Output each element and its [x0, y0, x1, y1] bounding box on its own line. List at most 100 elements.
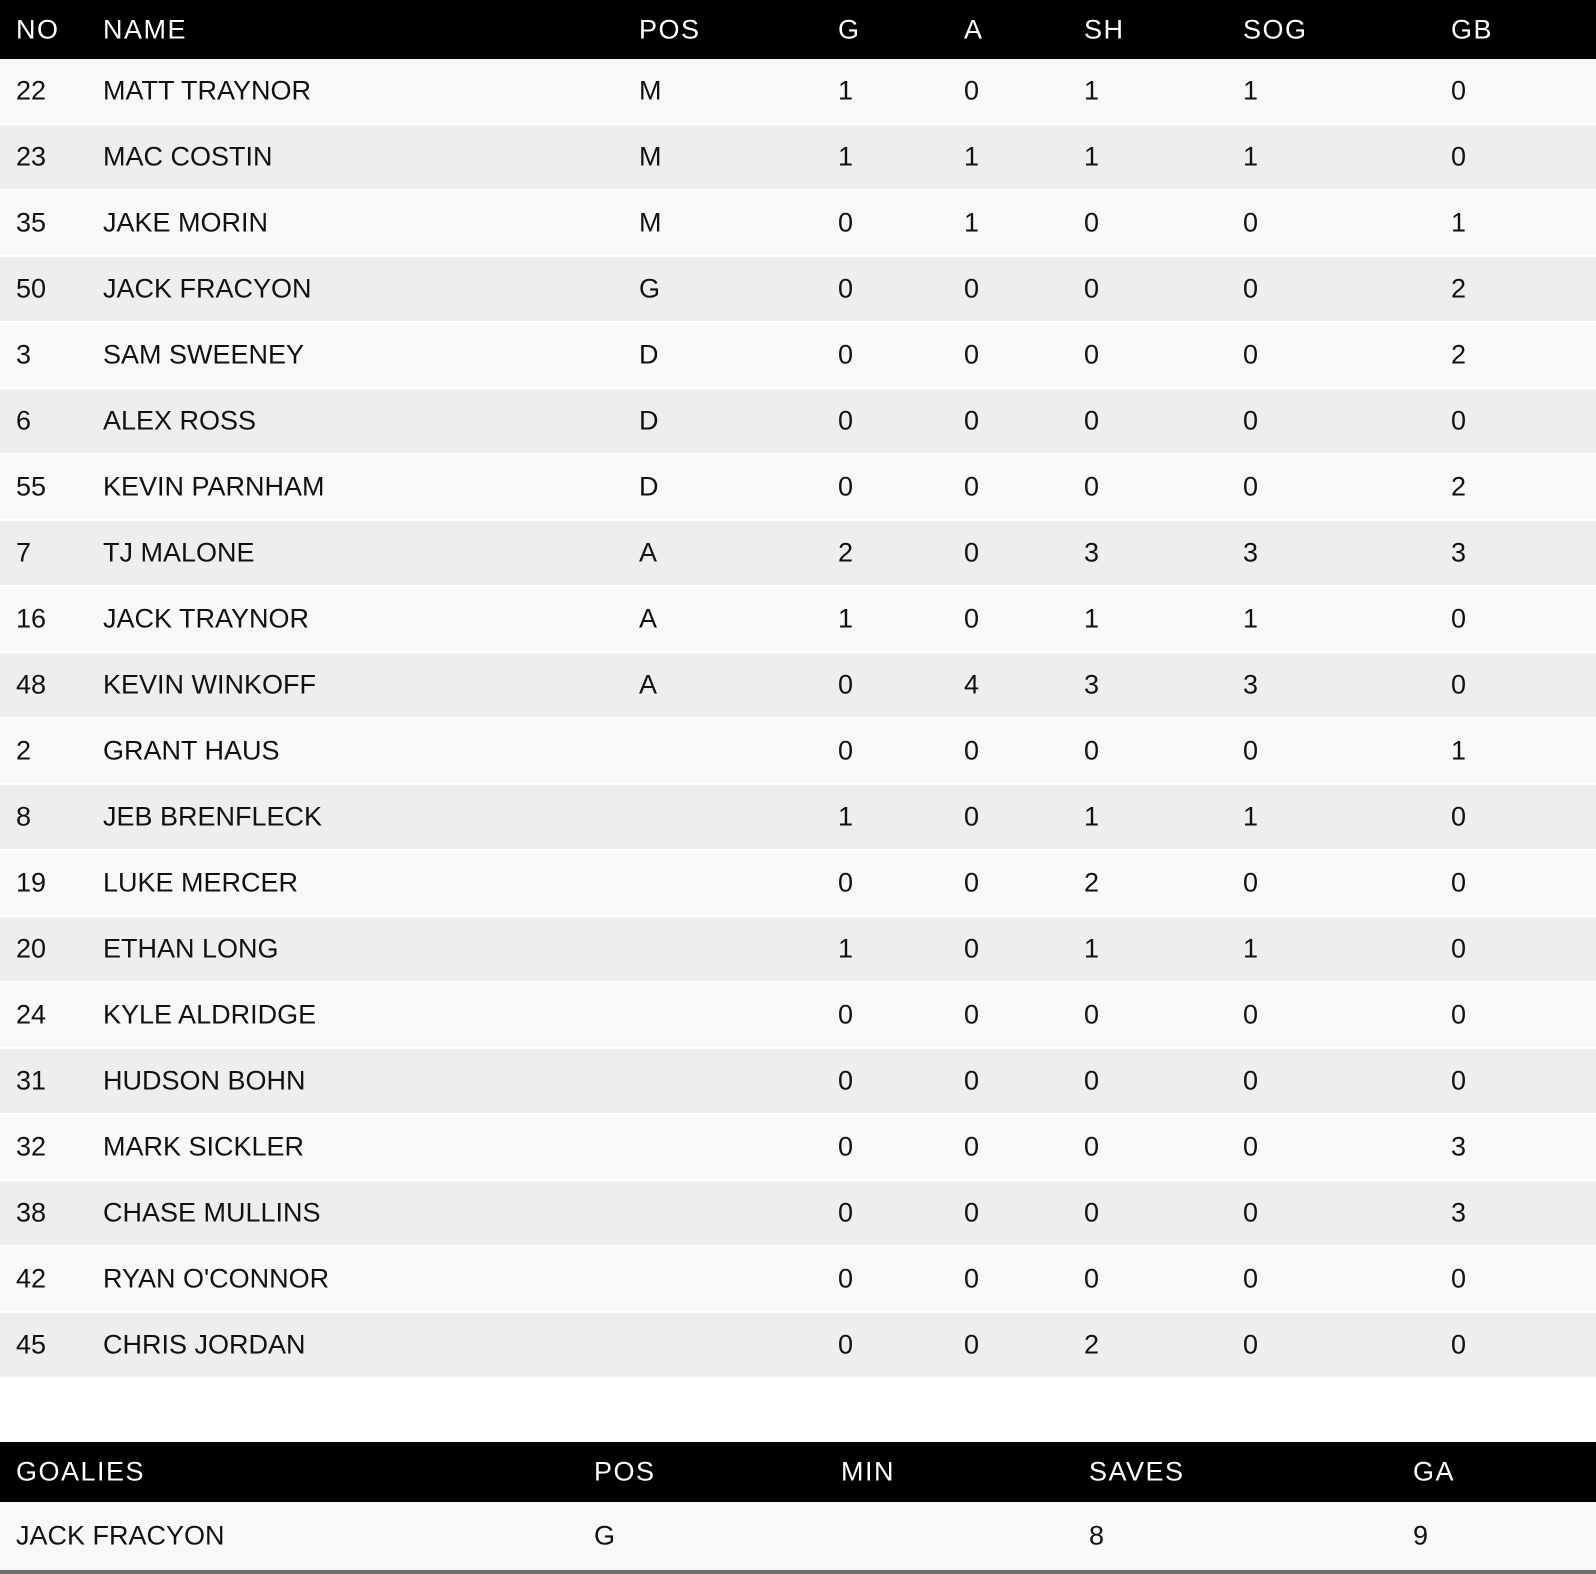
cell-g: 0 — [838, 1263, 854, 1294]
cell-g: 1 — [838, 75, 854, 106]
cell-sog: 0 — [1243, 867, 1259, 898]
table-row: 32 MARK SICKLER 0 0 0 0 3 — [0, 1115, 1596, 1181]
table-row: 6 ALEX ROSS D 0 0 0 0 0 — [0, 389, 1596, 455]
cell-g: 0 — [838, 867, 854, 898]
column-header-sog[interactable]: SOG — [1243, 14, 1308, 44]
cell-a: 0 — [964, 405, 980, 436]
cell-no: 45 — [16, 1329, 47, 1360]
cell-a: 0 — [964, 537, 980, 568]
cell-name: SAM SWEENEY — [103, 339, 305, 370]
cell-no: 16 — [16, 603, 47, 634]
cell-name: MAC COSTIN — [103, 141, 273, 172]
table-row: 19 LUKE MERCER 0 0 2 0 0 — [0, 851, 1596, 917]
cell-a: 0 — [964, 471, 980, 502]
cell-no: 50 — [16, 273, 47, 304]
table-row: 35 JAKE MORIN M 0 1 0 0 1 — [0, 191, 1596, 257]
cell-g: 0 — [838, 273, 854, 304]
cell-a: 0 — [964, 999, 980, 1030]
table-row: JACK FRACYON G 8 9 — [0, 1502, 1596, 1570]
cell-gb: 1 — [1451, 207, 1467, 238]
column-header-pos[interactable]: POS — [594, 1456, 656, 1487]
cell-sh: 0 — [1084, 735, 1100, 766]
cell-no: 48 — [16, 669, 47, 700]
player-stats-table: NO NAME POS G A SH SOG GB 22 MATT TRAYNOR M 1 0 1 1 0 23… — [0, 0, 1596, 1379]
cell-sh: 2 — [1084, 867, 1100, 898]
column-header-pos[interactable]: POS — [639, 14, 701, 44]
cell-sh: 3 — [1084, 537, 1100, 568]
cell-g: 1 — [838, 933, 854, 964]
column-header-no[interactable]: NO — [16, 14, 60, 44]
column-header-min[interactable]: MIN — [841, 1456, 895, 1487]
cell-gb: 1 — [1451, 735, 1467, 766]
table-row: 31 HUDSON BOHN 0 0 0 0 0 — [0, 1049, 1596, 1115]
cell-gb: 0 — [1451, 867, 1467, 898]
goalie-stats-table: GOALIES POS MIN SAVES GA JACK FRACYON G 8 9 — [0, 1442, 1596, 1570]
cell-gb: 3 — [1451, 1197, 1467, 1228]
table-row: 55 KEVIN PARNHAM D 0 0 0 0 2 — [0, 455, 1596, 521]
cell-name: HUDSON BOHN — [103, 1065, 306, 1096]
cell-name: JAKE MORIN — [103, 207, 269, 238]
cell-name: JACK FRACYON — [103, 273, 312, 304]
column-header-g[interactable]: G — [838, 14, 861, 44]
cell-sog: 0 — [1243, 1329, 1259, 1360]
cell-a: 4 — [964, 669, 980, 700]
cell-sh: 0 — [1084, 273, 1100, 304]
cell-a: 0 — [964, 735, 980, 766]
cell-g: 0 — [838, 339, 854, 370]
cell-name: MARK SICKLER — [103, 1131, 305, 1162]
cell-no: 38 — [16, 1197, 47, 1228]
cell-sog: 0 — [1243, 1197, 1259, 1228]
cell-a: 0 — [964, 867, 980, 898]
cell-a: 0 — [964, 801, 980, 832]
cell-no: 7 — [16, 537, 32, 568]
column-header-a[interactable]: A — [964, 14, 984, 44]
cell-name: KEVIN PARNHAM — [103, 471, 325, 502]
column-header-gb[interactable]: GB — [1451, 14, 1494, 44]
table-row: 16 JACK TRAYNOR A 1 0 1 1 0 — [0, 587, 1596, 653]
table-row: 7 TJ MALONE A 2 0 3 3 3 — [0, 521, 1596, 587]
cell-pos: D — [639, 339, 659, 370]
cell-g: 1 — [838, 801, 854, 832]
column-header-ga[interactable]: GA — [1413, 1456, 1456, 1487]
cell-sog: 0 — [1243, 273, 1259, 304]
column-header-saves[interactable]: SAVES — [1089, 1456, 1185, 1487]
cell-a: 0 — [964, 1263, 980, 1294]
cell-sog: 0 — [1243, 735, 1259, 766]
cell-no: 2 — [16, 735, 32, 766]
cell-pos: M — [639, 75, 662, 106]
cell-pos: G — [594, 1520, 616, 1551]
cell-sog: 0 — [1243, 999, 1259, 1030]
column-header-sh[interactable]: SH — [1084, 14, 1125, 44]
cell-no: 22 — [16, 75, 47, 106]
cell-a: 0 — [964, 339, 980, 370]
cell-sog: 3 — [1243, 669, 1259, 700]
cell-sog: 0 — [1243, 339, 1259, 370]
cell-gb: 0 — [1451, 75, 1467, 106]
table-row: 38 CHASE MULLINS 0 0 0 0 3 — [0, 1181, 1596, 1247]
table-row: 22 MATT TRAYNOR M 1 0 1 1 0 — [0, 59, 1596, 125]
column-header-goalies[interactable]: GOALIES — [16, 1456, 146, 1487]
table-row: 23 MAC COSTIN M 1 1 1 1 0 — [0, 125, 1596, 191]
cell-sh: 1 — [1084, 933, 1100, 964]
cell-sh: 0 — [1084, 1197, 1100, 1228]
cell-g: 1 — [838, 141, 854, 172]
cell-sog: 0 — [1243, 1263, 1259, 1294]
cell-no: 35 — [16, 207, 47, 238]
cell-sog: 0 — [1243, 207, 1259, 238]
cell-sh: 1 — [1084, 141, 1100, 172]
cell-a: 0 — [964, 1131, 980, 1162]
cell-sh: 1 — [1084, 75, 1100, 106]
table-row: 24 KYLE ALDRIDGE 0 0 0 0 0 — [0, 983, 1596, 1049]
cell-a: 0 — [964, 1065, 980, 1096]
cell-no: 3 — [16, 339, 32, 370]
cell-sog: 0 — [1243, 471, 1259, 502]
cell-g: 0 — [838, 669, 854, 700]
cell-no: 19 — [16, 867, 47, 898]
cell-no: 6 — [16, 405, 32, 436]
cell-sh: 2 — [1084, 1329, 1100, 1360]
column-header-name[interactable]: NAME — [103, 14, 188, 44]
cell-pos: A — [639, 537, 658, 568]
table-row: 45 CHRIS JORDAN 0 0 2 0 0 — [0, 1313, 1596, 1379]
cell-name: KEVIN WINKOFF — [103, 669, 317, 700]
cell-a: 0 — [964, 273, 980, 304]
